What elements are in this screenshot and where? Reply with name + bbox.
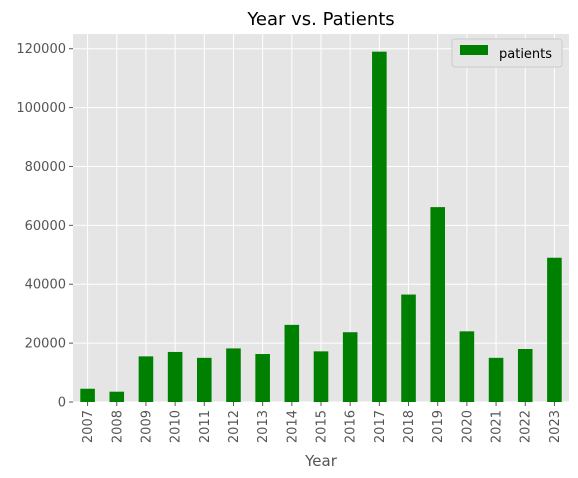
bar-2011	[197, 357, 212, 402]
x-tick-label: 2019	[431, 410, 446, 443]
y-axis-ticks: 0 20000 40000 60000 80000 100000 120000	[16, 42, 73, 411]
bar-2023	[547, 257, 562, 402]
y-tick-label: 40000	[25, 278, 66, 293]
bar-2013	[255, 354, 270, 402]
bar-2018	[401, 294, 416, 402]
y-tick-label: 100000	[16, 101, 66, 116]
bar-2017	[372, 51, 387, 402]
x-tick-label: 2009	[139, 410, 154, 443]
x-tick-label: 2008	[110, 410, 125, 443]
x-tick-label: 2022	[519, 410, 534, 443]
x-tick-label: 2020	[460, 410, 475, 443]
y-tick-label: 0	[58, 396, 66, 411]
bar-2015	[313, 351, 329, 402]
x-tick-label: 2015	[315, 410, 330, 443]
legend-swatch	[460, 45, 488, 55]
bar-2019	[430, 207, 445, 402]
bar-2022	[517, 349, 533, 402]
y-tick-label: 60000	[25, 219, 66, 234]
y-tick-label: 80000	[25, 160, 66, 175]
bars	[80, 51, 562, 402]
x-tick-label: 2013	[256, 410, 271, 443]
x-tick-label: 2011	[198, 410, 213, 443]
x-tick-label: 2016	[344, 410, 359, 443]
x-tick-label: 2017	[373, 410, 388, 443]
x-tick-label: 2007	[81, 410, 96, 443]
bar-2014	[284, 324, 300, 402]
y-tick-label: 20000	[25, 337, 66, 352]
bar-2008	[109, 391, 125, 402]
x-axis-title: Year	[304, 452, 338, 470]
x-tick-label: 2012	[227, 410, 242, 443]
legend: patients	[451, 38, 563, 68]
x-tick-label: 2014	[285, 410, 300, 443]
bar-2016	[342, 332, 358, 402]
x-tick-label: 2021	[490, 410, 505, 443]
bar-2020	[459, 331, 475, 402]
x-tick-label: 2010	[169, 410, 184, 443]
legend-label: patients	[499, 47, 552, 62]
chart-title: Year vs. Patients	[246, 9, 394, 30]
x-tick-label: 2018	[402, 410, 417, 443]
y-tick-label: 120000	[16, 42, 66, 57]
bar-2010	[167, 351, 183, 402]
x-tick-label: 2023	[548, 410, 563, 443]
bar-2021	[488, 357, 504, 402]
x-axis-ticks: 2007 2008 2009 2010 2011 2012 2013 2014 2015 2016…	[81, 402, 563, 443]
bar-2007	[80, 388, 95, 402]
bar-2009	[138, 356, 154, 402]
bar-2012	[226, 348, 241, 402]
